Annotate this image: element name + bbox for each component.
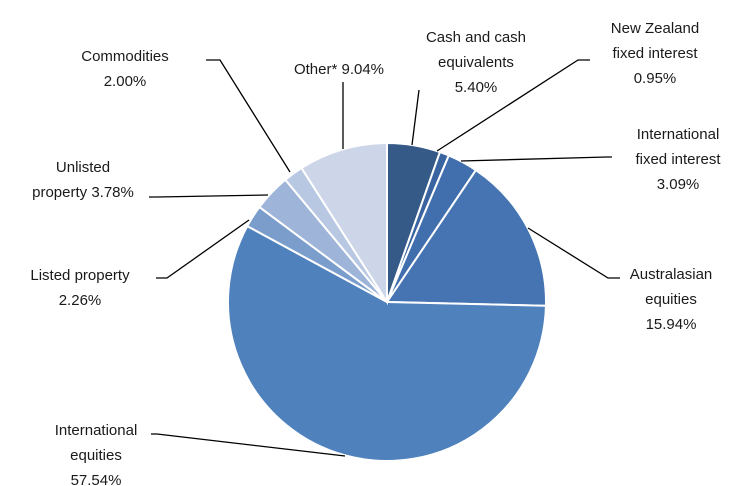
leader-line-listed-property (156, 219, 250, 279)
slice-label-cash-and-cash-equivalents: equivalents (438, 54, 514, 71)
slice-label-listed-property: Listed property (30, 267, 130, 284)
slice-label-international-fixed-interest: fixed interest (635, 151, 721, 168)
slice-label-new-zealand-fixed-interest: 0.95% (634, 70, 677, 87)
leader-line-cash-and-cash-equivalents (411, 89, 420, 146)
slice-label-other: Other* 9.04% (294, 61, 384, 78)
pie-slice-australasian-equities (385, 168, 547, 307)
slice-label-new-zealand-fixed-interest: New Zealand (611, 20, 699, 37)
slice-labels: Cash and cash equivalents 5.40% New Zealand… (30, 20, 721, 486)
slice-label-international-fixed-interest: International (637, 126, 720, 143)
pie-slice-international-equities (227, 224, 547, 462)
slice-label-commodities: Commodities (81, 48, 169, 65)
slice-label-unlisted-property: property 3.78% (32, 184, 134, 201)
slice-label-international-equities: International (55, 422, 138, 439)
leader-line-international-equities (151, 433, 346, 457)
slice-label-australasian-equities: Australasian (630, 266, 713, 283)
slice-label-cash-and-cash-equivalents: 5.40% (455, 79, 498, 96)
slice-label-international-equities: 57.54% (71, 472, 122, 486)
leader-line-commodities (206, 59, 291, 173)
pie-slices (227, 141, 547, 462)
slice-label-cash-and-cash-equivalents: Cash and cash (426, 29, 526, 46)
slice-label-international-equities: equities (70, 447, 122, 464)
leader-line-australasian-equities (527, 227, 620, 279)
leader-line-new-zealand-fixed-interest (436, 59, 590, 152)
slice-label-new-zealand-fixed-interest: fixed interest (612, 45, 698, 62)
leader-line-unlisted-property (149, 194, 269, 198)
slice-label-listed-property: 2.26% (59, 292, 102, 309)
slice-label-australasian-equities: equities (645, 291, 697, 308)
slice-label-unlisted-property: Unlisted (56, 159, 110, 176)
leader-lines (149, 59, 620, 457)
slice-label-international-fixed-interest: 3.09% (657, 176, 700, 193)
slice-label-australasian-equities: 15.94% (646, 316, 697, 333)
slice-label-commodities: 2.00% (104, 73, 147, 90)
pie-slice-other (300, 141, 388, 306)
leader-line-international-fixed-interest (460, 156, 612, 162)
